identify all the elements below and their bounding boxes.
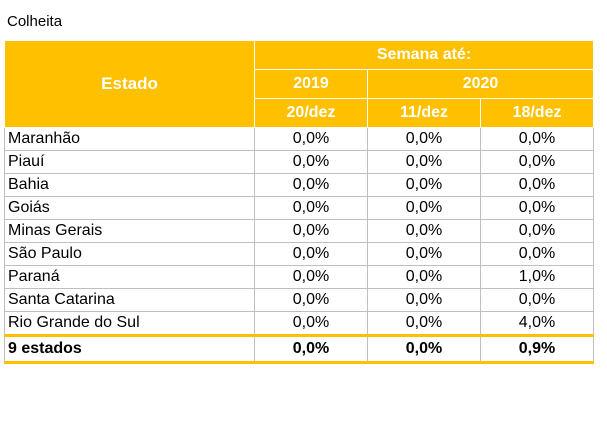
table-row: Rio Grande do Sul 0,0% 0,0% 4,0% xyxy=(4,311,595,336)
value-cell: 0,0% xyxy=(479,127,595,151)
value-cell: 0,0% xyxy=(367,242,481,266)
value-cell: 0,0% xyxy=(254,196,368,220)
year-header-2019: 2019 xyxy=(254,69,368,99)
state-cell: Maranhão xyxy=(4,127,255,151)
state-cell: Santa Catarina xyxy=(4,288,255,312)
value-cell: 0,0% xyxy=(367,265,481,289)
value-cell: 0,0% xyxy=(254,150,368,174)
value-cell: 1,0% xyxy=(479,265,595,289)
week-group-header: Semana até: xyxy=(253,40,595,70)
harvest-table: Estado Semana até: 2019 2020 20/dez 11/d… xyxy=(4,40,595,364)
state-cell: Goiás xyxy=(4,196,255,220)
state-cell: Bahia xyxy=(4,173,255,197)
value-cell: 0,0% xyxy=(254,127,368,151)
value-cell: 0,0% xyxy=(479,173,595,197)
table-row: Paraná 0,0% 0,0% 1,0% xyxy=(4,265,595,289)
state-cell: Piauí xyxy=(4,150,255,174)
total-value-cell: 0,0% xyxy=(254,334,368,364)
state-cell: Paraná xyxy=(4,265,255,289)
table-caption: Colheita xyxy=(7,13,63,30)
value-cell: 0,0% xyxy=(254,219,368,243)
value-cell: 0,0% xyxy=(367,150,481,174)
value-cell: 0,0% xyxy=(254,311,368,336)
table-row: Goiás 0,0% 0,0% 0,0% xyxy=(4,196,595,220)
value-cell: 0,0% xyxy=(479,288,595,312)
total-value-cell: 0,0% xyxy=(367,334,481,364)
state-cell: Minas Gerais xyxy=(4,219,255,243)
total-label-cell: 9 estados xyxy=(4,334,255,364)
value-cell: 0,0% xyxy=(254,242,368,266)
state-cell: Rio Grande do Sul xyxy=(4,311,255,336)
date-header: 11/dez xyxy=(367,98,481,128)
state-cell: São Paulo xyxy=(4,242,255,266)
value-cell: 0,0% xyxy=(479,219,595,243)
date-header: 20/dez xyxy=(254,98,368,128)
state-column-header: Estado xyxy=(4,40,255,128)
table-row: Bahia 0,0% 0,0% 0,0% xyxy=(4,173,595,197)
table-row: São Paulo 0,0% 0,0% 0,0% xyxy=(4,242,595,266)
total-row: 9 estados 0,0% 0,0% 0,9% xyxy=(4,334,595,364)
value-cell: 4,0% xyxy=(479,311,595,336)
value-cell: 0,0% xyxy=(254,288,368,312)
total-value-cell: 0,9% xyxy=(479,334,595,364)
date-header: 18/dez xyxy=(479,98,595,128)
table-row: Maranhão 0,0% 0,0% 0,0% xyxy=(4,127,595,151)
value-cell: 0,0% xyxy=(367,219,481,243)
value-cell: 0,0% xyxy=(367,173,481,197)
value-cell: 0,0% xyxy=(479,196,595,220)
value-cell: 0,0% xyxy=(367,127,481,151)
value-cell: 0,0% xyxy=(254,173,368,197)
value-cell: 0,0% xyxy=(479,150,595,174)
value-cell: 0,0% xyxy=(367,196,481,220)
table-row: Piauí 0,0% 0,0% 0,0% xyxy=(4,150,595,174)
value-cell: 0,0% xyxy=(254,265,368,289)
table-row: Minas Gerais 0,0% 0,0% 0,0% xyxy=(4,219,595,243)
value-cell: 0,0% xyxy=(479,242,595,266)
table-row: Santa Catarina 0,0% 0,0% 0,0% xyxy=(4,288,595,312)
year-header-2020: 2020 xyxy=(366,69,595,99)
value-cell: 0,0% xyxy=(367,311,481,336)
value-cell: 0,0% xyxy=(367,288,481,312)
